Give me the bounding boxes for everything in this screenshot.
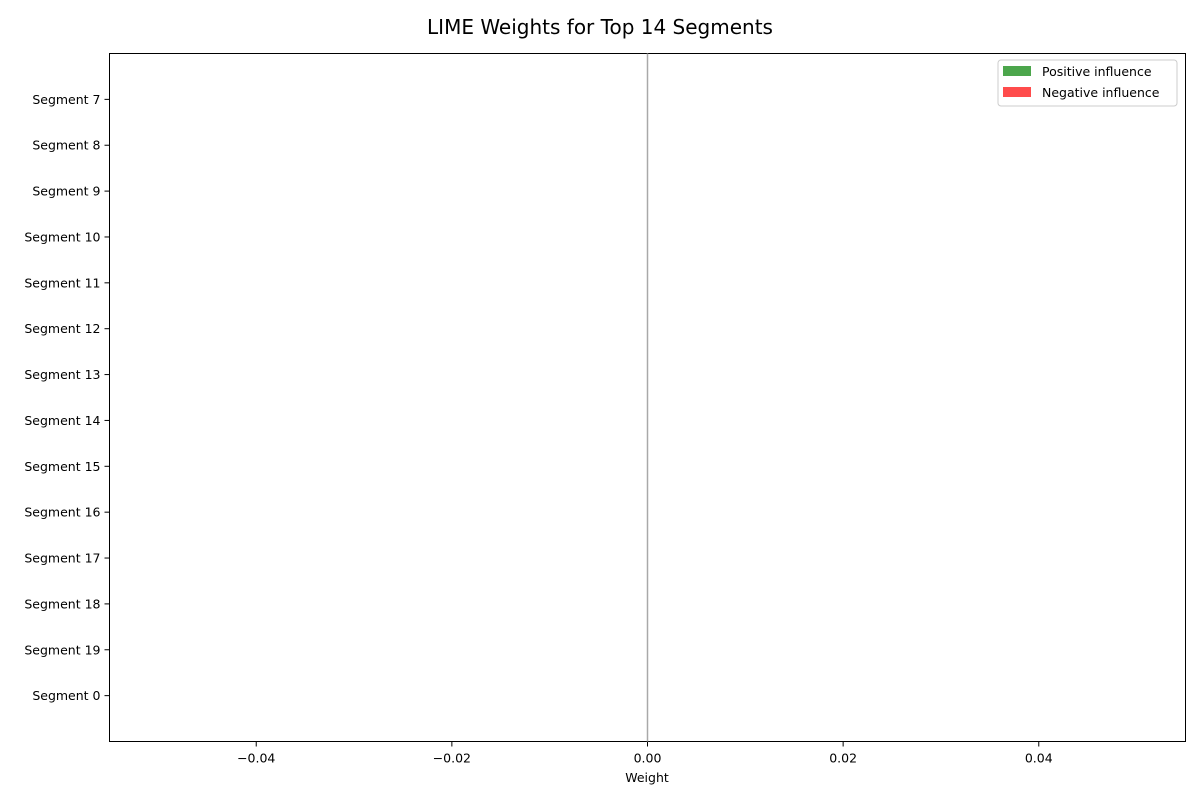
y-tick-label: Segment 14: [24, 413, 100, 428]
y-tick-label: Segment 11: [24, 275, 100, 290]
y-tick-label: Segment 8: [32, 138, 100, 153]
x-tick-label: 0.00: [634, 751, 662, 766]
y-tick-label: Segment 16: [24, 505, 100, 520]
y-tick-label: Segment 10: [24, 229, 100, 244]
x-axis-label: Weight: [625, 770, 669, 785]
x-axis: −0.04 −0.02 0.00 0.02 0.04: [237, 741, 1053, 766]
x-tick-label: −0.04: [237, 751, 275, 766]
y-tick-label: Segment 13: [24, 367, 100, 382]
y-tick-label: Segment 15: [24, 459, 100, 474]
y-tick-label: Segment 12: [24, 321, 100, 336]
y-tick-label: Segment 18: [24, 596, 100, 611]
legend-frame: [997, 59, 1178, 107]
legend: Positive influence Negative influence: [997, 59, 1178, 107]
x-tick-label: 0.04: [1025, 751, 1053, 766]
y-tick-label: Segment 7: [32, 92, 100, 107]
y-axis: Segment 7 Segment 8 Segment 9 Segment 10 Seg…: [24, 92, 110, 703]
y-tick-label: Segment 17: [24, 551, 100, 566]
y-tick-label: Segment 19: [24, 642, 100, 657]
legend-swatch-positive: [1003, 66, 1031, 76]
legend-swatch-negative: [1003, 87, 1031, 97]
x-tick-label: 0.02: [829, 751, 857, 766]
y-tick-label: Segment 0: [32, 688, 100, 703]
legend-label-positive: Positive influence: [1042, 64, 1152, 79]
chart-title: LIME Weights for Top 14 Segments: [427, 15, 773, 39]
x-tick-label: −0.02: [433, 751, 471, 766]
y-tick-label: Segment 9: [32, 184, 100, 199]
legend-label-negative: Negative influence: [1042, 85, 1160, 100]
